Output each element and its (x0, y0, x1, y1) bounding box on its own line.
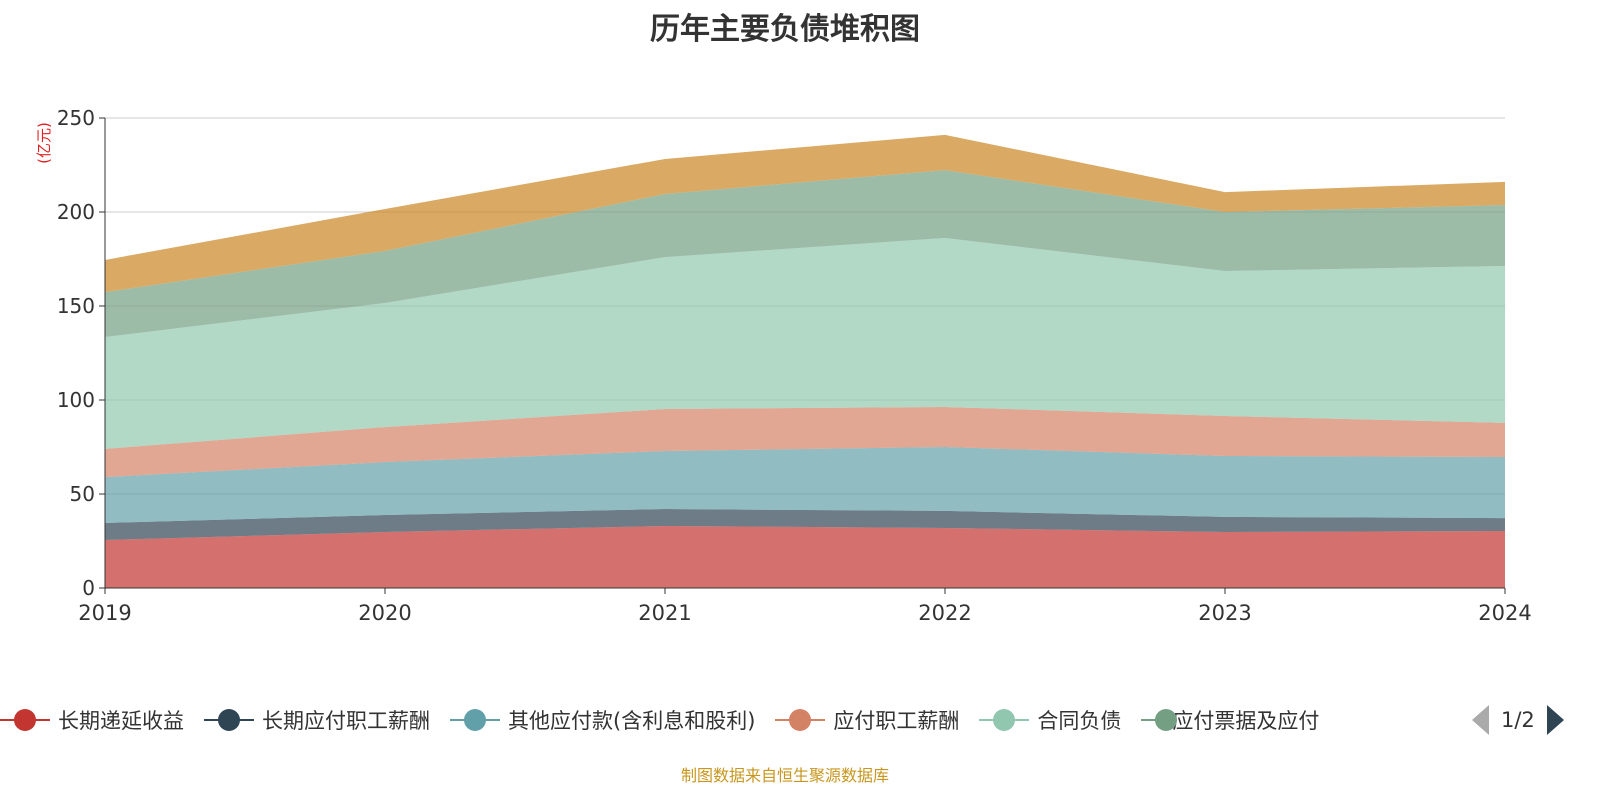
legend-marker-icon (1141, 708, 1178, 732)
y-tick-label: 250 (57, 106, 95, 130)
x-tick-label: 2023 (1198, 601, 1251, 625)
legend-item[interactable]: 应付票据及应付 (1141, 705, 1319, 735)
y-tick-label: 200 (57, 200, 95, 224)
legend-marker-icon (979, 708, 1030, 732)
y-tick-label: 150 (57, 294, 95, 318)
legend-marker-icon (450, 708, 500, 732)
area-series-3 (105, 406, 1505, 478)
legend-marker-icon (204, 708, 254, 732)
area-series-5 (105, 170, 1505, 338)
legend-item[interactable]: 长期应付职工薪酬 (204, 705, 430, 735)
legend-next-page-icon[interactable] (1546, 705, 1564, 735)
area-series-0 (105, 525, 1505, 588)
area-series-2 (105, 447, 1505, 523)
x-tick-label: 2021 (638, 601, 691, 625)
legend-item[interactable]: 长期递延收益 (0, 705, 184, 735)
x-tick-label: 2020 (358, 601, 411, 625)
y-tick-label: 0 (82, 576, 95, 600)
legend-prev-page-icon[interactable] (1472, 705, 1489, 735)
legend-item[interactable]: 应付职工薪酬 (775, 705, 959, 735)
legend-label: 长期应付职工薪酬 (262, 709, 430, 733)
legend-item[interactable]: 合同负债 (979, 705, 1121, 735)
x-tick-label: 2024 (1478, 601, 1531, 625)
area-series-6 (105, 134, 1505, 293)
area-series-4 (105, 237, 1505, 449)
y-tick-label: 100 (57, 388, 95, 412)
legend-marker-icon (0, 708, 50, 732)
y-axis-label: (亿元) (35, 122, 53, 164)
legend-marker-icon (775, 708, 826, 732)
x-tick-label: 2019 (78, 601, 131, 625)
legend-item[interactable]: 其他应付款(含利息和股利) (450, 705, 755, 735)
legend-label: 应付职工薪酬 (833, 709, 960, 733)
y-tick-label: 50 (70, 482, 95, 506)
legend-page-number: 1/2 (1501, 708, 1535, 732)
area-series-1 (105, 509, 1505, 541)
chart-title: 历年主要负债堆积图 (650, 12, 920, 47)
stacked-area-chart: 0 50 100 150 200 250 2019 2020 2021 2022 2023 2024 (… (35, 106, 1532, 625)
x-tick-label: 2022 (918, 601, 971, 625)
data-source-note: 制图数据来自恒生聚源数据库 (680, 766, 889, 785)
legend-label: 长期递延收益 (58, 709, 184, 733)
legend: 长期递延收益 长期应付职工薪酬 其他应付款(含利息和股利) 应付职工薪酬 合同负债 应付票… (0, 704, 1339, 736)
legend-label: 应付票据及应付 (1172, 709, 1320, 733)
legend-label: 其他应付款(含利息和股利) (508, 709, 756, 733)
legend-pager: 1/2 (1472, 704, 1564, 736)
legend-label: 合同负债 (1037, 709, 1122, 733)
